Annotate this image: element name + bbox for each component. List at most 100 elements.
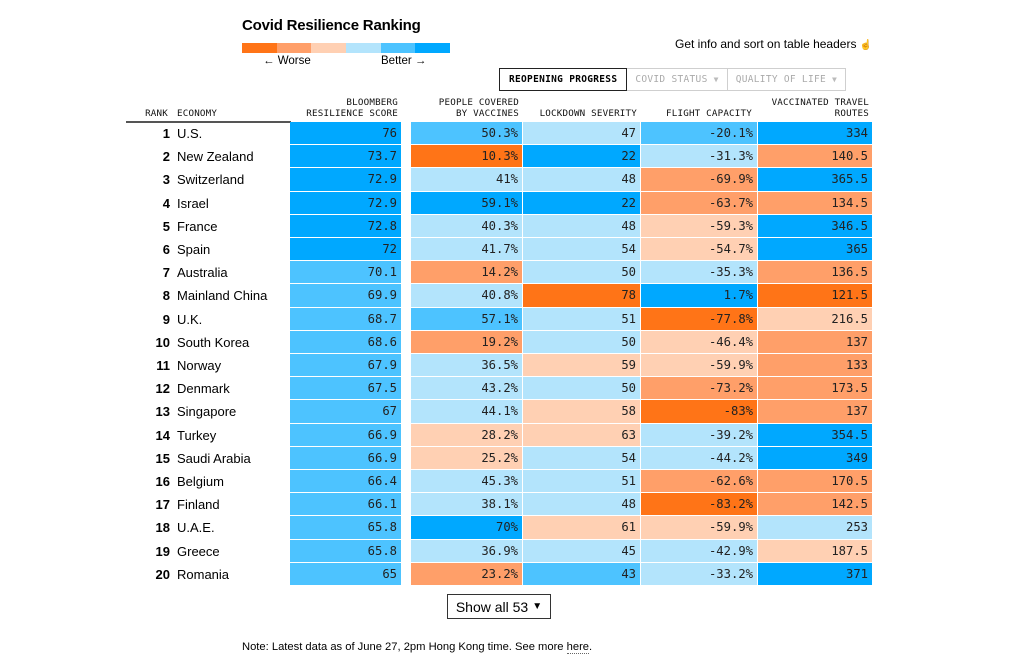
score-cell: 66.9: [290, 423, 401, 446]
vaccines-cell: 25.2%: [411, 446, 522, 469]
table-row: 10 South Korea 68.6 19.2% 50 -46.4% 137: [0, 330, 1024, 354]
header-line: [640, 97, 752, 108]
vaccines-cell: 10.3%: [411, 145, 522, 168]
page-title: Covid Resilience Ranking: [242, 17, 421, 34]
score-cell: 68.7: [290, 307, 401, 330]
info-hint: Get info and sort on table headers ☝: [675, 37, 872, 51]
rank-cell: 19: [155, 543, 170, 559]
lockdown-cell: 50: [523, 377, 640, 400]
tab-reopening-progress[interactable]: REOPENING PROGRESS: [499, 68, 628, 91]
lockdown-cell: 50: [523, 330, 640, 353]
header-flight-capacity[interactable]: FLIGHT CAPACITY: [640, 97, 752, 119]
tab-covid-status[interactable]: COVID STATUS ▼: [627, 68, 728, 91]
economy-cell: Switzerland: [177, 172, 245, 188]
header-lockdown-severity[interactable]: LOCKDOWN SEVERITY: [520, 97, 637, 119]
score-cell: 67: [290, 400, 401, 423]
rank-cell: 4: [162, 195, 170, 211]
score-cell: 72.9: [290, 168, 401, 191]
score-cell: 65: [290, 562, 401, 585]
rank-cell: 8: [162, 288, 170, 304]
show-all-label: Show all 53: [455, 598, 529, 615]
score-cell: 67.5: [290, 377, 401, 400]
rank-cell: 5: [162, 218, 170, 234]
vaccines-cell: 36.5%: [411, 354, 522, 377]
routes-cell: 187.5: [758, 539, 872, 562]
flight-cell: -59.9%: [641, 354, 757, 377]
routes-cell: 365: [758, 238, 872, 261]
lockdown-cell: 48: [523, 168, 640, 191]
rank-cell: 13: [155, 404, 170, 420]
score-cell: 73.7: [290, 145, 401, 168]
header-economy[interactable]: ECONOMY: [177, 108, 218, 119]
legend-swatch: [346, 43, 381, 53]
vaccines-cell: 57.1%: [411, 307, 522, 330]
table-row: 6 Spain 72 41.7% 54 -54.7% 365: [0, 238, 1024, 261]
lockdown-cell: 54: [523, 446, 640, 469]
table-row: 15 Saudi Arabia 66.9 25.2% 54 -44.2% 349: [0, 446, 1024, 470]
routes-cell: 371: [758, 562, 872, 585]
tab-quality-of-life[interactable]: QUALITY OF LIFE ▼: [727, 68, 847, 91]
header-line: [520, 97, 637, 108]
table-row: 5 France 72.8 40.3% 48 -59.3% 346.5: [0, 214, 1024, 238]
show-all-button[interactable]: Show all 53 ▼: [447, 594, 551, 619]
routes-cell: 134.5: [758, 191, 872, 214]
economy-cell: Israel: [177, 195, 209, 211]
vaccines-cell: 19.2%: [411, 330, 522, 353]
lockdown-cell: 54: [523, 238, 640, 261]
lockdown-cell: 22: [523, 145, 640, 168]
table-row: 14 Turkey 66.9 28.2% 63 -39.2% 354.5: [0, 423, 1024, 447]
rank-cell: 20: [155, 566, 170, 582]
vaccines-cell: 44.1%: [411, 400, 522, 423]
score-cell: 65.8: [290, 539, 401, 562]
table-row: 8 Mainland China 69.9 40.8% 78 1.7% 121.5: [0, 284, 1024, 307]
routes-cell: 253: [758, 516, 872, 539]
routes-cell: 170.5: [758, 470, 872, 493]
economy-cell: Singapore: [177, 404, 237, 420]
rank-cell: 1: [162, 126, 170, 141]
lockdown-cell: 78: [523, 284, 640, 307]
footnote-link[interactable]: here: [566, 641, 590, 654]
vaccines-cell: 70%: [411, 516, 522, 539]
economy-cell: Spain: [177, 242, 211, 257]
header-resilience-score[interactable]: BLOOMBERG RESILIENCE SCORE: [270, 97, 398, 119]
rank-cell: 7: [162, 265, 170, 281]
legend-swatch: [276, 43, 312, 53]
table-row: 11 Norway 67.9 36.5% 59 -59.9% 133: [0, 354, 1024, 377]
header-line: ROUTES: [834, 108, 869, 119]
economy-cell: South Korea: [177, 334, 250, 350]
info-hint-text: Get info and sort on table headers: [675, 37, 857, 51]
table-row: 16 Belgium 66.4 45.3% 51 -62.6% 170.5: [0, 470, 1024, 493]
flight-cell: -20.1%: [641, 122, 757, 145]
dropdown-triangle-icon: ▼: [832, 75, 838, 84]
routes-cell: 346.5: [758, 214, 872, 237]
rank-cell: 9: [162, 311, 170, 327]
flight-cell: -73.2%: [641, 377, 757, 400]
table-row: 20 Romania 65 23.2% 43 -33.2% 371: [0, 562, 1024, 586]
routes-cell: 137: [758, 330, 872, 353]
header-rank[interactable]: RANK: [145, 108, 168, 119]
rank-cell: 11: [156, 358, 170, 373]
lockdown-cell: 43: [523, 562, 640, 585]
tab-label: QUALITY OF LIFE: [735, 74, 827, 85]
economy-cell: Norway: [177, 358, 222, 373]
vaccines-cell: 38.1%: [411, 493, 522, 516]
hand-pointer-icon: ☝: [859, 40, 872, 51]
color-scale-legend: [242, 43, 451, 53]
economy-cell: France: [177, 218, 218, 234]
routes-cell: 121.5: [758, 284, 872, 307]
lockdown-cell: 50: [523, 261, 640, 284]
caret-down-icon: ▼: [532, 601, 543, 612]
routes-cell: 133: [758, 354, 872, 377]
vaccines-cell: 40.8%: [411, 284, 522, 307]
legend-swatch: [311, 43, 347, 53]
flight-cell: -35.3%: [641, 261, 757, 284]
header-vaccines[interactable]: PEOPLE COVERED BY VACCINES: [400, 97, 519, 119]
dropdown-triangle-icon: ▼: [713, 75, 719, 84]
header-vaccinated-travel-routes[interactable]: VACCINATED TRAVEL ROUTES: [740, 97, 869, 119]
flight-cell: -33.2%: [641, 562, 757, 585]
score-cell: 72.9: [290, 191, 401, 214]
vaccines-cell: 45.3%: [411, 470, 522, 493]
routes-cell: 140.5: [758, 145, 872, 168]
lockdown-cell: 51: [523, 470, 640, 493]
lockdown-cell: 63: [523, 423, 640, 446]
